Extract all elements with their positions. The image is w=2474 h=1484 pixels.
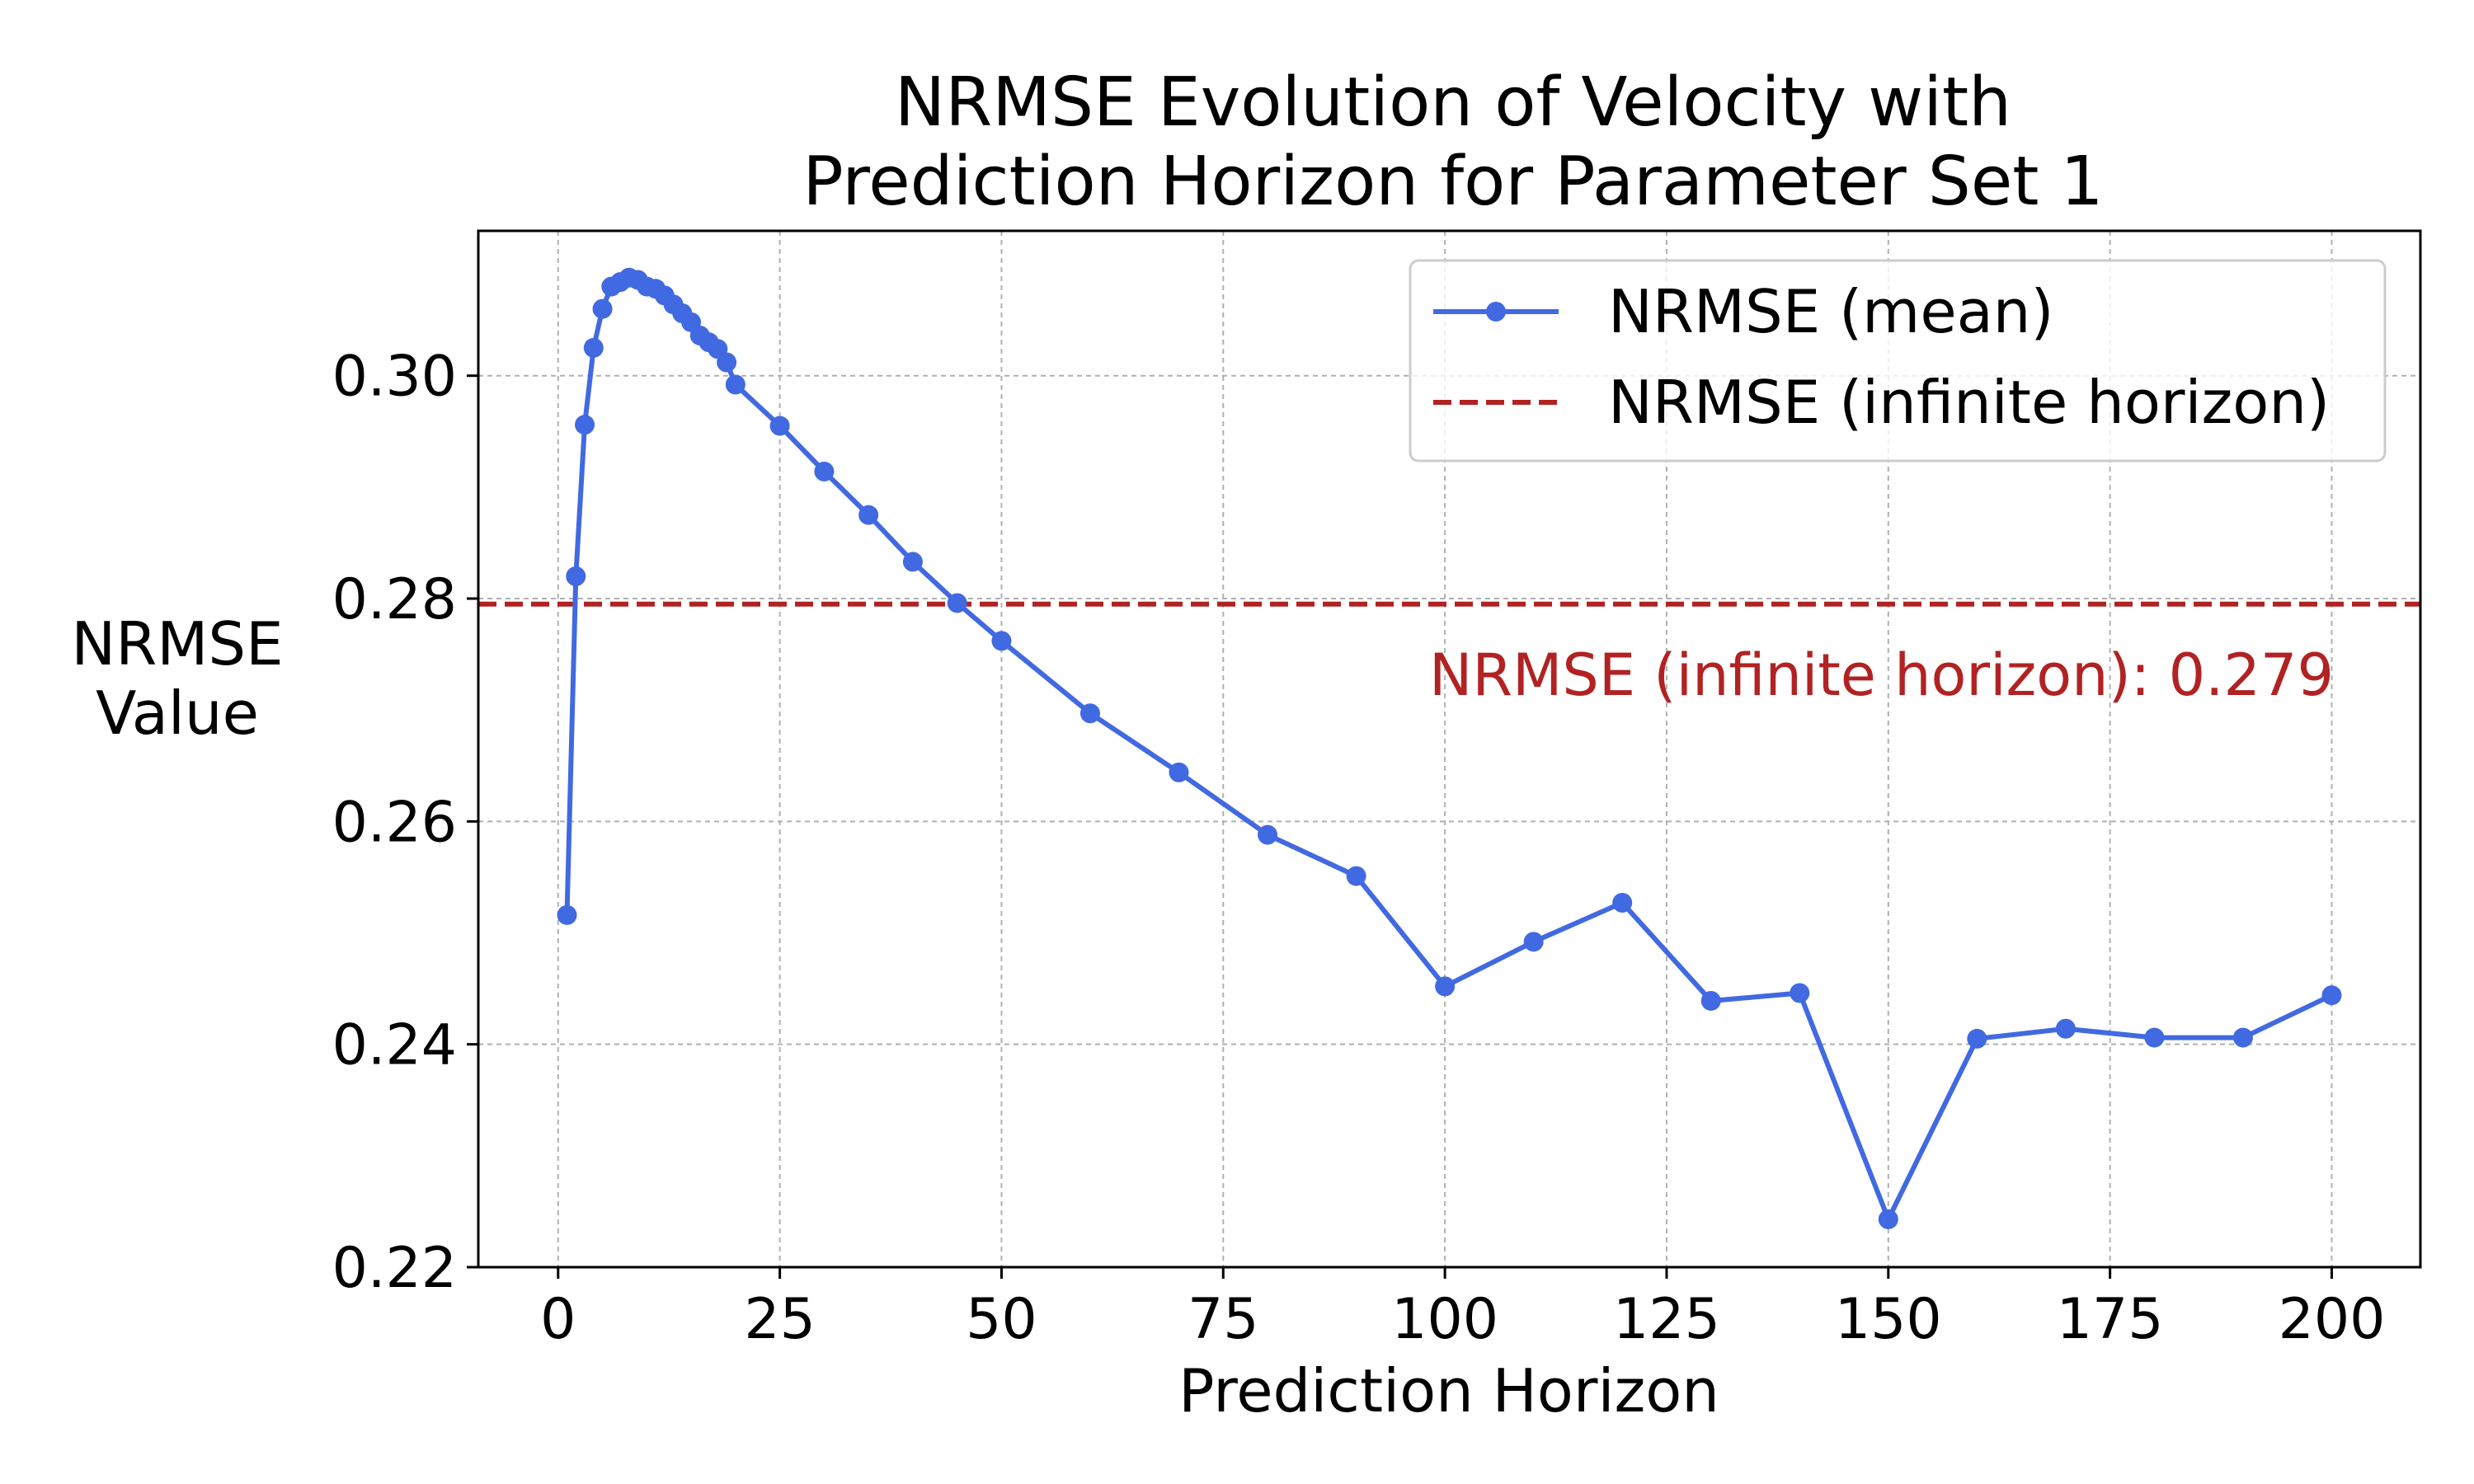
- x-tick-label: 125: [1613, 1287, 1720, 1352]
- x-tick-label: 175: [2057, 1287, 2164, 1352]
- data-point: [1169, 762, 1189, 782]
- x-axis: 0 25 50 75 100 125 150 175 200: [540, 1267, 2385, 1352]
- y-axis-label-line-1: NRMSE: [71, 609, 283, 679]
- data-point: [1435, 976, 1456, 997]
- data-point: [858, 505, 879, 525]
- chart-title-line-1: NRMSE Evolution of Velocity with: [895, 63, 2011, 142]
- data-point: [2321, 985, 2342, 1006]
- data-point: [583, 337, 604, 358]
- data-point: [1079, 703, 1100, 724]
- data-point: [991, 631, 1012, 651]
- series-group: [557, 267, 2342, 1229]
- chart-title-line-2: Prediction Horizon for Parameter Set 1: [802, 143, 2103, 221]
- legend-label-mean: NRMSE (mean): [1608, 277, 2053, 346]
- data-point: [1700, 990, 1721, 1011]
- data-point: [1523, 932, 1544, 952]
- data-point: [902, 552, 923, 572]
- y-tick-label: 0.26: [332, 790, 457, 855]
- x-tick-label: 100: [1391, 1287, 1498, 1352]
- data-point: [2055, 1018, 2076, 1039]
- y-tick-label: 0.30: [332, 345, 457, 410]
- data-point: [2144, 1027, 2165, 1048]
- data-point: [769, 416, 790, 436]
- data-point: [557, 904, 577, 925]
- x-tick-label: 200: [2279, 1287, 2386, 1352]
- data-point: [2232, 1027, 2253, 1048]
- data-point: [1258, 824, 1278, 845]
- data-point: [1878, 1209, 1898, 1229]
- y-axis: 0.22 0.24 0.26 0.28 0.30: [332, 345, 478, 1301]
- x-tick-label: 50: [966, 1287, 1037, 1352]
- x-axis-label: Prediction Horizon: [1178, 1356, 1719, 1425]
- data-point: [575, 415, 595, 435]
- data-point: [1790, 983, 1810, 1003]
- x-tick-label: 75: [1188, 1287, 1259, 1352]
- legend-box: [1409, 259, 2387, 463]
- legend: NRMSE (mean) NRMSE (infinite horizon): [1409, 259, 2387, 463]
- x-tick-label: 0: [540, 1287, 576, 1352]
- data-point: [814, 461, 835, 481]
- x-tick-label: 150: [1835, 1287, 1942, 1352]
- data-point: [1612, 893, 1633, 913]
- data-point: [725, 374, 745, 395]
- y-tick-label: 0.22: [332, 1236, 457, 1301]
- y-tick-label: 0.28: [332, 567, 457, 632]
- infinite-horizon-annotation: NRMSE (infinite horizon): 0.279: [1429, 641, 2334, 709]
- data-point: [566, 566, 586, 586]
- data-point: [947, 593, 967, 613]
- legend-mean-marker: [1486, 302, 1506, 322]
- data-point: [592, 298, 613, 319]
- data-point: [717, 352, 737, 373]
- y-tick-label: 0.24: [332, 1013, 457, 1078]
- y-axis-label-line-2: Value: [96, 679, 259, 748]
- x-tick-label: 25: [744, 1287, 816, 1352]
- data-point: [1346, 866, 1366, 886]
- data-point: [1967, 1028, 1987, 1049]
- plot-frame: [477, 229, 2422, 1269]
- legend-label-infinite: NRMSE (infinite horizon): [1608, 368, 2330, 437]
